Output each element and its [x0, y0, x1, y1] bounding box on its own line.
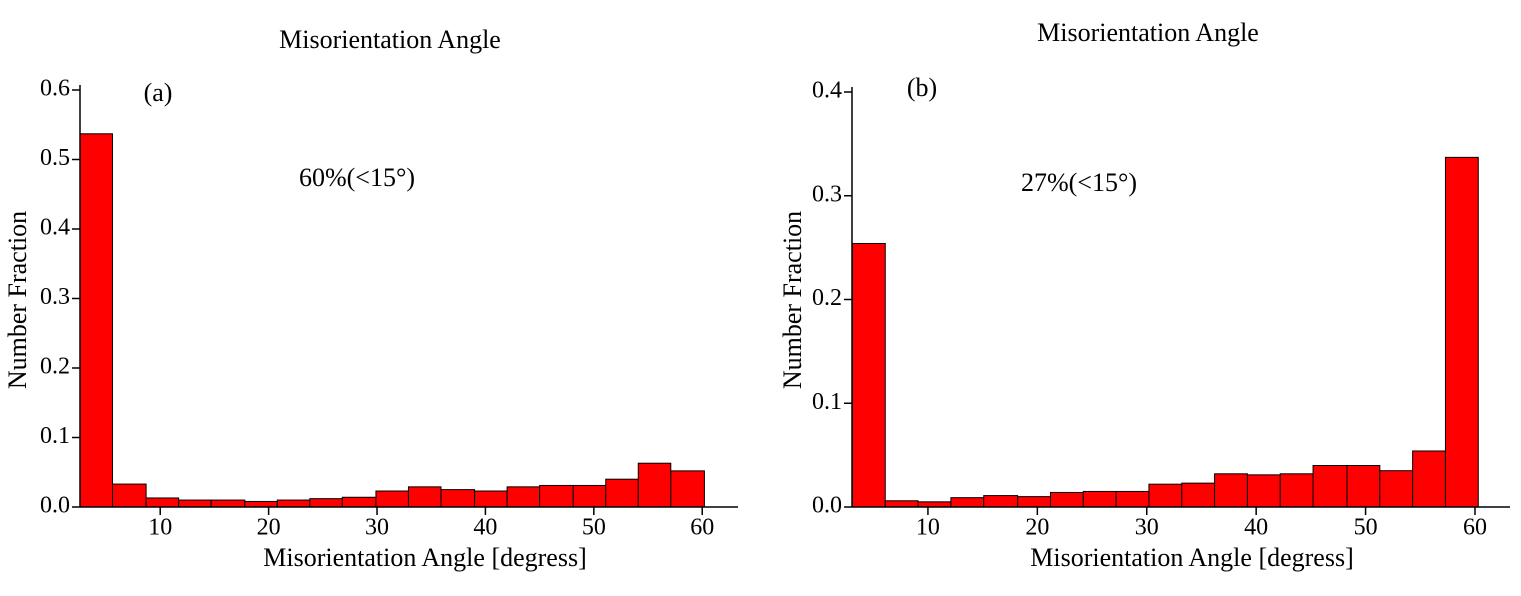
y-tick-label: 0.0 — [812, 493, 842, 519]
bar — [1312, 465, 1348, 508]
bar — [1379, 470, 1414, 508]
y-tick-label: 0.3 — [40, 284, 70, 310]
bar — [244, 500, 278, 508]
x-tick-label: 50 — [1354, 515, 1378, 541]
bar — [539, 484, 574, 508]
x-tick-label: 60 — [690, 515, 714, 541]
y-tick-label: 0.5 — [40, 145, 70, 171]
bar — [1148, 483, 1183, 508]
bar — [145, 497, 180, 508]
bar — [1115, 490, 1150, 508]
x-axis-label: Misorientation Angle [degress] — [1030, 543, 1354, 572]
x-tick-label: 40 — [1244, 515, 1268, 541]
bar — [1049, 491, 1084, 508]
x-tick-label: 30 — [365, 515, 389, 541]
bar — [1017, 496, 1051, 508]
panel-label: (b) — [907, 73, 937, 102]
y-tick-label: 0.4 — [40, 215, 70, 241]
bar — [309, 498, 343, 508]
bar — [1346, 465, 1381, 508]
x-axis-label: Misorientation Angle [degress] — [263, 543, 587, 572]
y-tick-label: 0.2 — [40, 354, 70, 380]
y-tick-label: 0.2 — [812, 285, 842, 311]
bar — [407, 486, 442, 508]
y-tick-label: 0.4 — [812, 78, 842, 104]
bar — [884, 500, 919, 508]
y-tick-label: 0.6 — [40, 76, 70, 102]
y-axis-label: Number Fraction — [778, 211, 807, 389]
x-tick-label: 10 — [148, 515, 172, 541]
bar — [1444, 156, 1479, 508]
annotation: 60%(<15°) — [299, 163, 415, 192]
bar — [605, 478, 639, 508]
chart-title: Misorientation Angle — [1037, 18, 1259, 47]
bar — [1082, 490, 1117, 508]
bar — [1246, 474, 1281, 508]
bar — [950, 497, 985, 508]
bar — [1412, 450, 1446, 508]
bar — [79, 133, 114, 508]
bar — [917, 501, 952, 508]
x-tick-label: 20 — [1025, 515, 1049, 541]
bar — [375, 490, 409, 508]
chart-title: Misorientation Angle — [279, 25, 501, 54]
bar — [474, 490, 508, 508]
x-tick-label: 30 — [1135, 515, 1159, 541]
x-tick-label: 40 — [473, 515, 497, 541]
bar — [178, 499, 212, 508]
bar — [1279, 473, 1314, 508]
annotation: 27%(<15°) — [1021, 168, 1137, 197]
bar — [851, 242, 886, 508]
bar — [112, 483, 147, 508]
x-tick-label: 50 — [582, 515, 606, 541]
bar — [506, 486, 541, 508]
bar — [572, 484, 607, 508]
x-tick-label: 60 — [1463, 515, 1487, 541]
y-axis-label: Number Fraction — [3, 211, 32, 389]
bar — [1214, 473, 1248, 508]
bar — [637, 462, 672, 508]
bar — [983, 495, 1019, 508]
y-tick-label: 0.1 — [812, 389, 842, 415]
bar — [670, 470, 705, 508]
y-tick-label: 0.1 — [40, 423, 70, 449]
bar — [341, 496, 377, 508]
bar — [1181, 482, 1216, 508]
panel-label: (a) — [144, 78, 173, 107]
y-tick-label: 0.0 — [40, 493, 70, 519]
y-tick-label: 0.3 — [812, 181, 842, 207]
x-tick-label: 20 — [257, 515, 281, 541]
bar — [440, 489, 476, 508]
bar — [276, 499, 311, 508]
x-tick-label: 10 — [916, 515, 940, 541]
bar — [210, 499, 246, 508]
